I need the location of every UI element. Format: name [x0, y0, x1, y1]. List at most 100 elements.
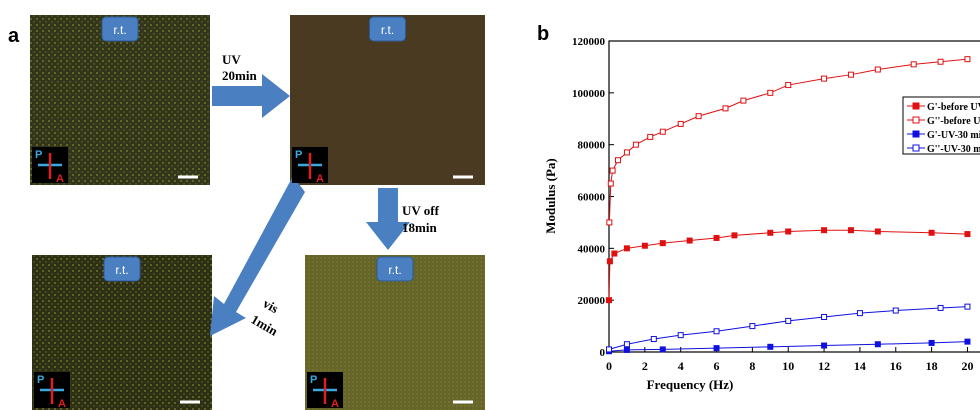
a-label: A — [316, 173, 324, 185]
marker — [767, 89, 774, 96]
legend-label: G'-UV-30 min — [927, 130, 980, 141]
series-line — [608, 229, 968, 301]
marker — [964, 338, 971, 345]
marker — [609, 167, 616, 174]
marker — [623, 341, 630, 348]
marker — [641, 242, 648, 249]
marker — [659, 346, 666, 353]
x-tick-label: 0 — [606, 359, 612, 373]
arrow-label: UV — [222, 52, 241, 67]
marker — [821, 227, 828, 234]
marker — [606, 258, 613, 265]
marker — [686, 237, 693, 244]
marker — [785, 228, 792, 235]
y-tick-label: 40000 — [578, 243, 606, 255]
tag-box — [103, 256, 141, 282]
a-label: A — [58, 398, 66, 410]
legend-label: G'-before UV — [927, 102, 980, 113]
marker — [722, 105, 729, 112]
panel-label: a — [8, 25, 20, 47]
marker — [964, 231, 971, 238]
x-tick-label: 20 — [961, 359, 973, 373]
marker — [964, 303, 971, 310]
marker — [928, 229, 935, 236]
marker — [607, 180, 614, 187]
marker — [623, 346, 630, 353]
legend-marker — [912, 102, 920, 110]
legend-label: G''-before UV — [927, 116, 980, 127]
x-tick-label: 14 — [854, 359, 866, 373]
y-tick-label: 120000 — [572, 36, 606, 48]
marker — [749, 323, 756, 330]
arrow-label: 18min — [402, 220, 437, 235]
y-tick-label: 100000 — [572, 88, 606, 100]
marker — [677, 332, 684, 339]
x-axis-label: Frequency (Hz) — [647, 377, 734, 392]
x-tick-label: 6 — [714, 359, 720, 373]
marker — [713, 234, 720, 241]
x-tick-label: 12 — [818, 359, 830, 373]
marker — [713, 345, 720, 352]
marker — [659, 128, 666, 135]
marker — [650, 336, 657, 343]
marker — [713, 328, 720, 335]
marker — [847, 71, 854, 78]
arrow — [212, 74, 290, 118]
tag: r.t. — [388, 263, 401, 277]
legend-marker — [912, 144, 920, 152]
p-label: P — [295, 149, 302, 161]
legend-marker — [912, 130, 920, 138]
marker — [767, 343, 774, 350]
marker — [937, 304, 944, 311]
y-tick-label: 80000 — [578, 140, 606, 152]
arrow-label: UV off — [402, 203, 440, 218]
arrow — [210, 176, 305, 336]
marker — [937, 58, 944, 65]
marker — [928, 339, 935, 346]
legend-label: G''-UV-30 min — [927, 144, 980, 155]
a-label: A — [331, 398, 339, 410]
y-tick-label: 60000 — [578, 192, 606, 204]
marker — [606, 346, 612, 353]
series-line — [608, 306, 968, 350]
marker — [606, 297, 612, 304]
tag-box — [369, 16, 406, 42]
marker — [821, 75, 828, 82]
panel-label: b — [537, 23, 549, 45]
marker — [856, 310, 863, 317]
marker — [614, 157, 621, 164]
x-tick-label: 8 — [749, 359, 755, 373]
tag-box — [101, 16, 139, 42]
marker — [847, 227, 854, 234]
marker — [892, 307, 899, 314]
x-tick-label: 16 — [890, 359, 902, 373]
marker — [611, 250, 618, 257]
marker — [623, 149, 630, 156]
x-tick-label: 18 — [926, 359, 938, 373]
marker — [767, 229, 774, 236]
tag: r.t. — [381, 23, 394, 37]
marker — [785, 317, 792, 324]
marker — [740, 97, 747, 104]
chart: b 0 20000 40000 60000 80000 100000 120000 0 2 4 6 8 1… — [537, 23, 980, 392]
tag: r.t. — [113, 23, 126, 37]
marker — [606, 219, 613, 226]
p-label: P — [310, 374, 317, 386]
legend-marker — [912, 116, 920, 124]
marker — [785, 82, 792, 89]
a-label: A — [56, 173, 64, 185]
x-tick-label: 10 — [782, 359, 794, 373]
tag: r.t. — [115, 263, 128, 277]
x-tick-label: 4 — [678, 359, 684, 373]
marker — [964, 56, 971, 63]
arrow-label: vis — [261, 296, 282, 317]
marker — [821, 342, 828, 349]
marker — [632, 141, 639, 148]
marker — [731, 232, 738, 239]
marker — [623, 245, 630, 252]
marker — [910, 61, 917, 68]
p-label: P — [35, 149, 42, 161]
y-axis-label: Modulus (Pa) — [543, 158, 558, 233]
marker — [821, 314, 828, 321]
